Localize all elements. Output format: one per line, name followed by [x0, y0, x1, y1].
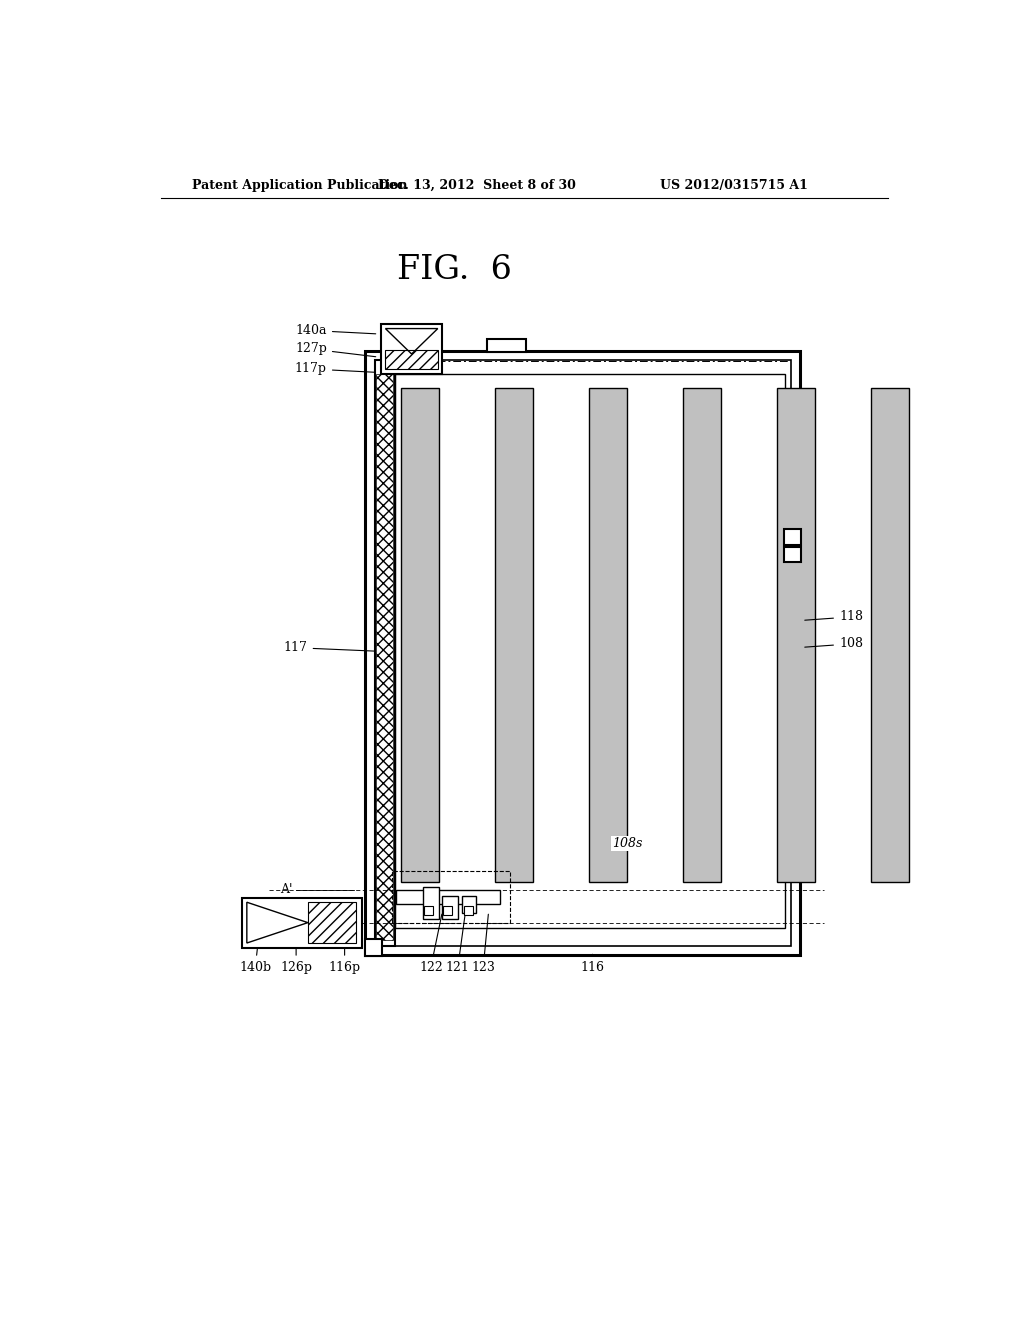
Bar	[464, 906, 473, 915]
Bar	[589, 388, 628, 882]
Bar	[487, 339, 525, 351]
Bar	[495, 388, 534, 882]
Text: 108s: 108s	[612, 837, 642, 850]
Text: 140a: 140a	[295, 323, 376, 337]
Bar	[870, 388, 909, 882]
Text: 122: 122	[419, 915, 442, 974]
Bar	[376, 374, 393, 940]
Text: A': A'	[280, 883, 292, 896]
Bar	[375, 360, 394, 946]
Text: A: A	[284, 916, 292, 929]
Text: 108: 108	[805, 638, 863, 651]
Bar	[784, 529, 801, 545]
Bar	[396, 890, 500, 904]
Bar	[385, 350, 438, 370]
Text: 117: 117	[284, 642, 374, 655]
Text: 116: 116	[581, 954, 604, 974]
Bar	[423, 887, 438, 919]
Bar	[243, 898, 361, 948]
Bar	[381, 323, 442, 374]
Bar	[462, 896, 475, 913]
Bar	[683, 388, 721, 882]
Text: Patent Application Publication: Patent Application Publication	[193, 178, 408, 191]
Text: FIG.  6: FIG. 6	[396, 253, 511, 286]
Text: 118: 118	[805, 610, 863, 623]
Bar	[375, 360, 792, 946]
Bar	[365, 940, 382, 956]
Text: 126p: 126p	[281, 900, 312, 974]
Bar	[392, 871, 510, 923]
Text: 127p: 127p	[295, 342, 376, 356]
Bar	[784, 546, 801, 562]
Bar	[776, 388, 815, 882]
Text: 116p: 116p	[329, 900, 360, 974]
Text: 121: 121	[445, 915, 470, 974]
Text: US 2012/0315715 A1: US 2012/0315715 A1	[660, 178, 808, 191]
Bar	[366, 351, 801, 956]
Text: 117p: 117p	[295, 363, 376, 375]
Text: 123: 123	[471, 915, 496, 974]
Bar	[400, 388, 439, 882]
Polygon shape	[247, 903, 308, 942]
Polygon shape	[385, 329, 438, 354]
Text: 140b: 140b	[240, 900, 271, 974]
Bar	[424, 906, 433, 915]
Text: Dec. 13, 2012  Sheet 8 of 30: Dec. 13, 2012 Sheet 8 of 30	[378, 178, 575, 191]
Bar	[442, 896, 458, 919]
Bar	[443, 906, 453, 915]
Bar	[394, 374, 785, 928]
Bar	[308, 903, 355, 942]
